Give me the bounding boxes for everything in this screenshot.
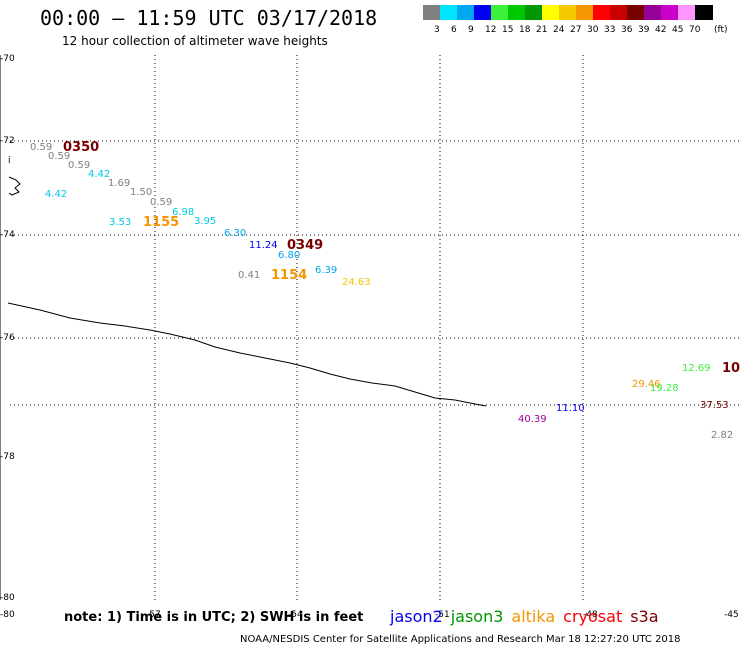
wave-height-value: 3.95 [194, 216, 216, 227]
legend-label: 24 [553, 25, 565, 35]
footer-note: note: 1) Time is in UTC; 2) SWH is in fe… [64, 610, 364, 625]
pass-time-label: 1154 [271, 268, 307, 283]
legend-swatch [474, 5, 492, 20]
wave-height-value: 0.59 [68, 160, 90, 171]
wave-height-value: 6.80 [278, 250, 300, 261]
wave-height-value: 11.10 [556, 403, 585, 414]
satellite-name: cryosat [563, 607, 623, 626]
pass-time-label: 0350 [63, 140, 99, 155]
wave-height-value: 1.69 [108, 178, 130, 189]
wave-height-value: 6.39 [315, 265, 337, 276]
lon-label: -48 [583, 610, 598, 620]
legend-swatch [525, 5, 543, 20]
legend-swatch [627, 5, 645, 20]
legend-label: 18 [519, 25, 531, 35]
pass-time-label: 1155 [143, 215, 179, 230]
legend-label: 15 [502, 25, 514, 35]
lat-label: -76 [0, 333, 15, 343]
legend-label: 70 [689, 25, 701, 35]
coastline [7, 302, 487, 407]
wave-height-value: 0.59 [48, 151, 70, 162]
observations: 0.59 0.59 0.59 4.42 1.69 4.42 1.50 0.59 … [30, 142, 733, 441]
wave-height-value: 1.50 [130, 187, 152, 198]
satellite-name: altika [511, 607, 556, 626]
legend-label: 27 [570, 25, 582, 35]
wave-height-value: 40.39 [518, 414, 547, 425]
satellite-name: s3a [630, 607, 659, 626]
legend-swatch [542, 5, 560, 20]
legend-label: 42 [655, 25, 667, 35]
wave-height-value: 4.42 [45, 189, 67, 200]
map-subtitle: 12 hour collection of altimeter wave hei… [62, 34, 328, 48]
lon-label: -54 [288, 610, 303, 620]
wave-height-value: 6.98 [172, 207, 194, 218]
legend-swatch [457, 5, 475, 20]
wave-height-value: 24.63 [342, 277, 371, 288]
wave-height-value: 12.69 [682, 363, 711, 374]
legend-label: 6 [451, 25, 457, 35]
lat-label: -80 [0, 610, 15, 620]
lon-label: -51 [435, 610, 450, 620]
wave-height-value: 19.28 [650, 383, 679, 394]
island-marker: i [8, 156, 11, 166]
graticule [10, 55, 740, 600]
wave-height-value: 0.59 [30, 142, 52, 153]
wave-height-value: 0.41 [238, 270, 260, 281]
legend-label: 30 [587, 25, 599, 35]
legend-swatch [559, 5, 577, 20]
wave-height-value: 0.59 [150, 197, 172, 208]
wave-height-value: 37.53 [700, 400, 729, 411]
legend-label: 39 [638, 25, 650, 35]
credit-line: NOAA/NESDIS Center for Satellite Applica… [240, 634, 681, 645]
legend-swatch [491, 5, 509, 20]
lat-label: -80 [0, 593, 15, 603]
satellite-name: jason3 [450, 607, 504, 626]
wave-height-value: 3.53 [109, 217, 131, 228]
lat-label: -78 [0, 452, 15, 462]
wave-height-value: 29.46 [632, 379, 661, 390]
lat-label: -70 [0, 54, 15, 64]
legend-label: 3 [434, 25, 440, 35]
legend-swatch [440, 5, 458, 20]
legend-label: 9 [468, 25, 474, 35]
legend-swatch [508, 5, 526, 20]
legend-swatch [593, 5, 611, 20]
satellite-name: jason2 [390, 607, 443, 626]
legend-swatch [610, 5, 628, 20]
map-title: 00:00 — 11:59 UTC 03/17/2018 [40, 6, 378, 30]
lat-label: -74 [0, 230, 15, 240]
legend-swatch [576, 5, 594, 20]
legend-swatch [695, 5, 713, 20]
legend-label: 45 [672, 25, 684, 35]
lat-label: -72 [0, 136, 15, 146]
satellite-key: jason2 jason3 altika cryosat s3a [390, 607, 667, 626]
wave-height-value: 2.82 [711, 430, 733, 441]
legend-label: 33 [604, 25, 616, 35]
wave-height-value: 4.42 [88, 169, 110, 180]
legend-swatch [644, 5, 662, 20]
legend-label: 12 [485, 25, 497, 35]
wave-height-value: 6.30 [224, 228, 246, 239]
legend-unit: (ft) [714, 25, 728, 35]
legend-swatch [678, 5, 696, 20]
legend-label: 36 [621, 25, 633, 35]
legend-label: 21 [536, 25, 548, 35]
pass-time-label: 101 [722, 361, 740, 376]
wave-height-value: 11.24 [249, 240, 278, 251]
lon-label: -57 [146, 610, 161, 620]
lon-label: -45 [724, 610, 739, 620]
island-outline [8, 176, 21, 196]
legend-swatch [423, 5, 441, 20]
legend-swatch [661, 5, 679, 20]
pass-time-label: 0349 [287, 238, 323, 253]
